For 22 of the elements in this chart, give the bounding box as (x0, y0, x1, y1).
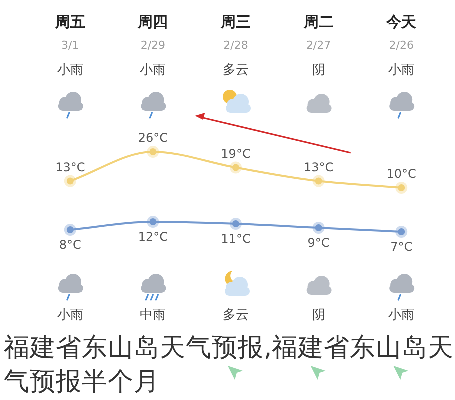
data-label: 26°C (138, 131, 168, 145)
annotation: 阴 (312, 308, 326, 323)
data-label: 8°C (59, 238, 82, 252)
data-label: 10°C (386, 167, 416, 181)
annotation: 多云 (223, 308, 249, 323)
data-label: 13°C (56, 160, 86, 174)
data-label: 13°C (304, 160, 334, 174)
data-label: 19°C (221, 146, 251, 161)
annotation: 中雨 (140, 308, 166, 323)
x-tick-label: 今天 2/26 小雨 (386, 13, 417, 78)
title: 气预报半个月 (4, 367, 160, 397)
x-tick-label: 周三 2/28 多云 (221, 13, 251, 78)
title: 福建省东山岛天气预报,福建省东山岛天 (4, 333, 454, 363)
data-label: 7°C (390, 240, 413, 254)
x-tick-label: 周五 3/1 小雨 (55, 13, 86, 78)
x-tick-label: 周二 2/27 阴 (304, 13, 334, 78)
annotation: 小雨 (57, 308, 84, 323)
data-label: 9°C (308, 236, 330, 250)
data-label: 11°C (221, 232, 251, 246)
x-tick-label: 周四 2/29 小雨 (138, 13, 168, 78)
data-label: 12°C (138, 230, 168, 244)
annotation: 小雨 (388, 308, 415, 323)
